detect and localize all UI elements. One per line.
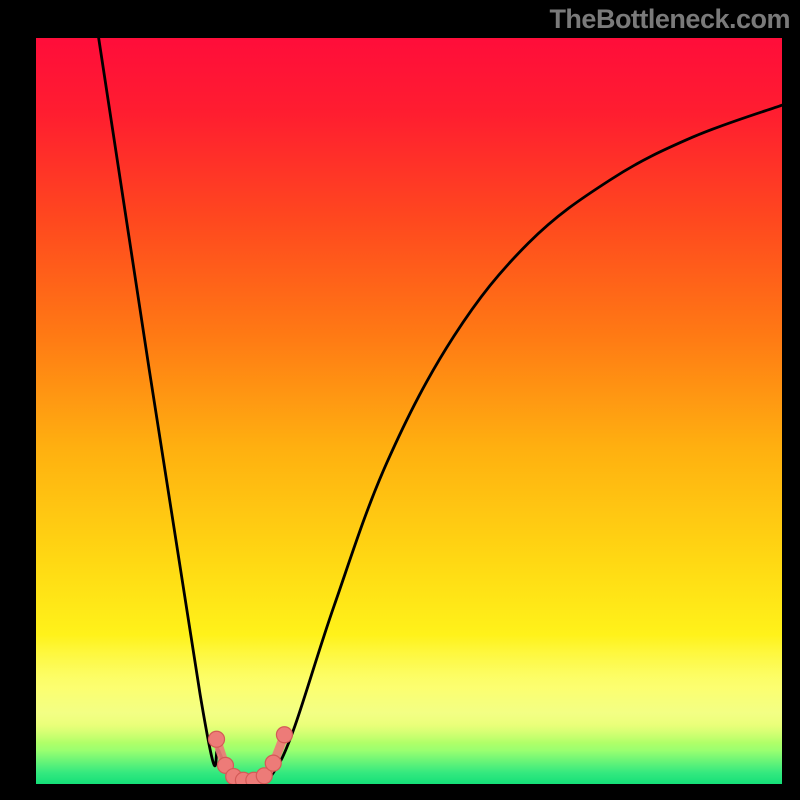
bottom-light-band [36, 38, 782, 784]
trough-marker-dot [276, 727, 292, 743]
chart-stage: TheBottleneck.com [0, 0, 800, 800]
trough-marker-dot [265, 755, 281, 771]
plot-svg [36, 38, 782, 784]
watermark-label: TheBottleneck.com [549, 4, 790, 35]
trough-marker-dot [209, 731, 225, 747]
plot-area [36, 38, 782, 784]
